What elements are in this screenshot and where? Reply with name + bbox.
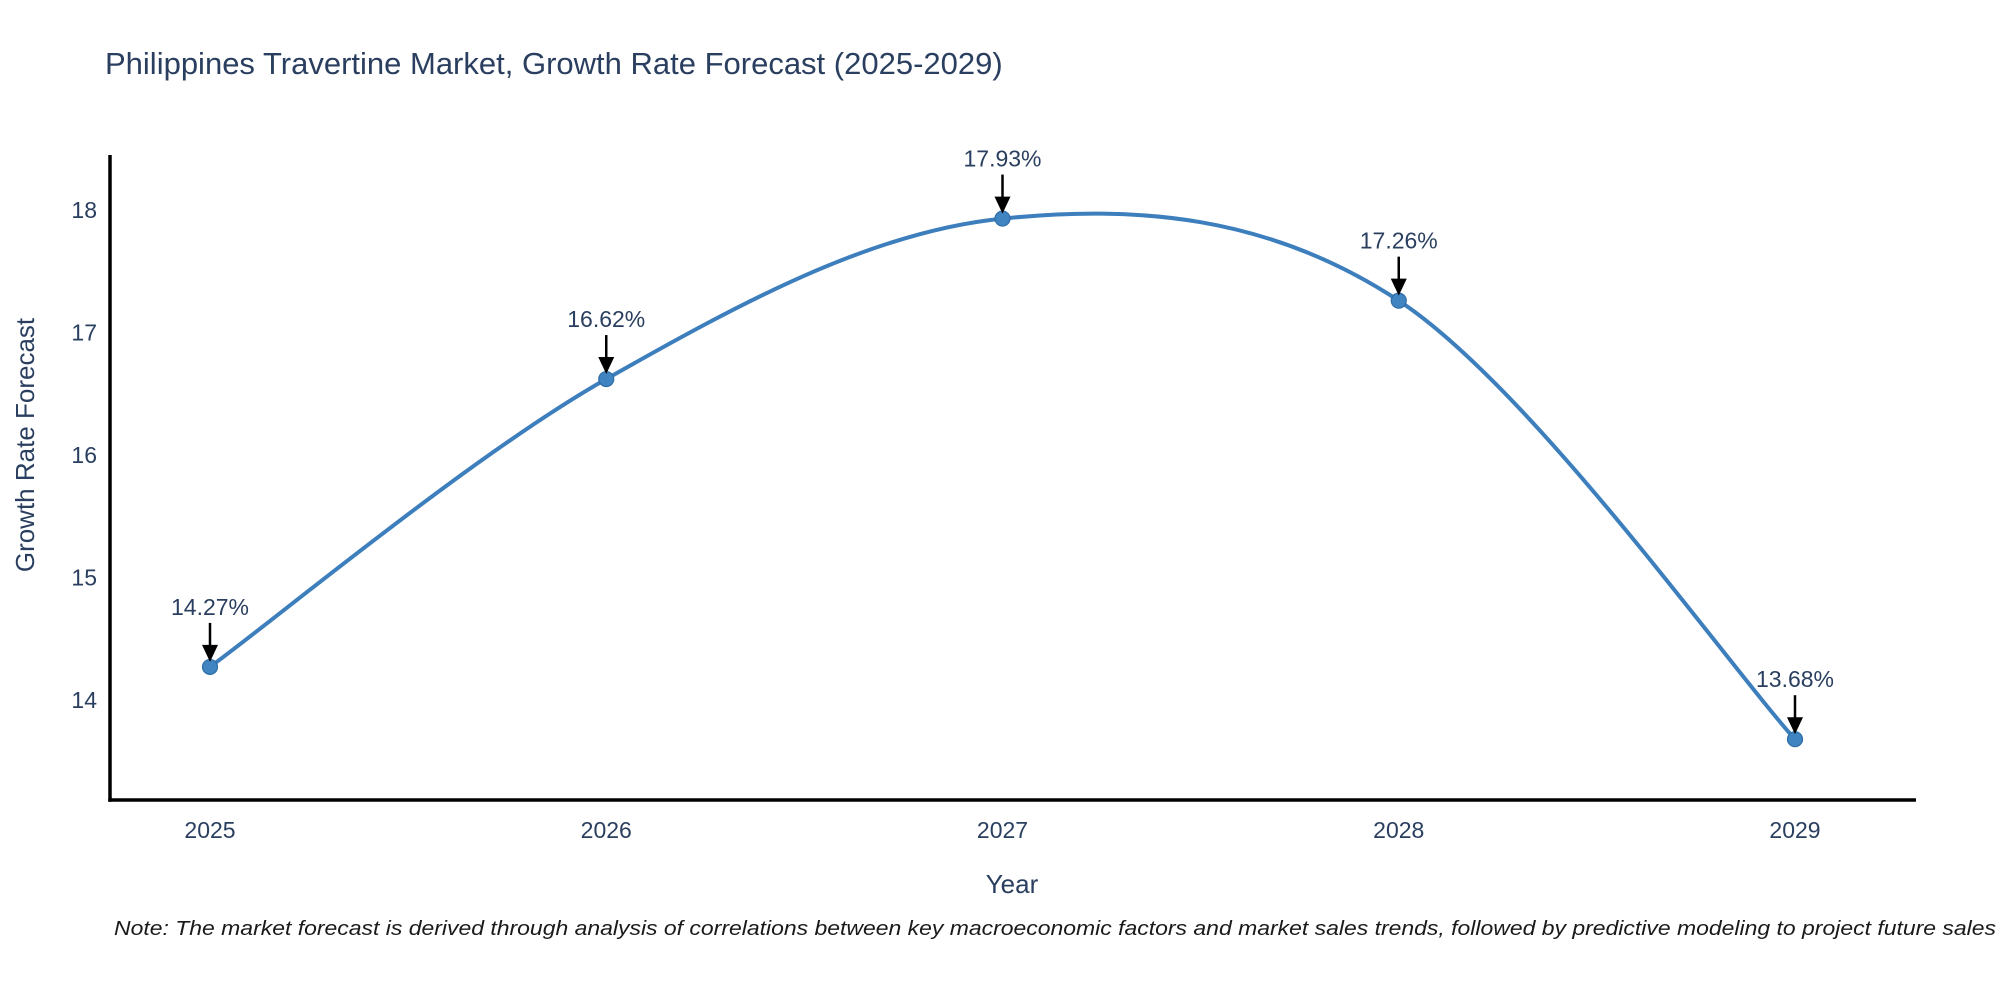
footnote: Note: The market forecast is derived thr… (114, 918, 1996, 940)
annotation-label: 16.62% (567, 306, 645, 332)
forecast-line (208, 211, 1797, 742)
x-axis-title: Year (986, 869, 1039, 899)
x-tick-label: 2026 (581, 817, 632, 843)
annotation-label: 17.26% (1360, 228, 1438, 254)
annotation-arrow-head (598, 357, 615, 375)
y-tick-label: 17 (71, 320, 97, 346)
x-tick-label: 2027 (977, 817, 1028, 843)
y-tick-label: 18 (71, 197, 97, 223)
annotation-label: 14.27% (171, 594, 249, 620)
annotations-group: 14.27% 16.62% 17.93% 17.26% 13.68% (171, 146, 1834, 735)
y-axis-title: Growth Rate Forecast (10, 317, 40, 572)
annotation-arrow-head (202, 644, 218, 662)
x-tick-label: 2025 (184, 817, 235, 843)
annotation-arrow-head (1787, 717, 1803, 735)
y-tick-label: 16 (71, 442, 97, 468)
x-tick-label: 2029 (1769, 817, 1820, 843)
y-tick-label: 14 (71, 687, 97, 713)
annotation-arrow-head (1390, 278, 1407, 296)
series-group (201, 210, 1804, 748)
annotation-arrow-head (994, 196, 1011, 214)
x-axis-tick-labels: 2025 2026 2027 2028 2029 (184, 817, 1820, 843)
annotation-label: 17.93% (963, 146, 1041, 172)
chart-title: Philippines Travertine Market, Growth Ra… (105, 46, 1003, 81)
annotation-label: 13.68% (1756, 666, 1834, 692)
x-tick-label: 2028 (1373, 817, 1424, 843)
y-tick-label: 15 (71, 565, 97, 591)
y-axis-tick-labels: 14 15 16 17 18 (71, 197, 97, 713)
